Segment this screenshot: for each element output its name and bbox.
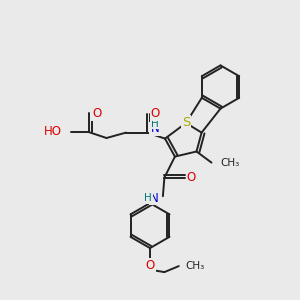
Text: N: N [150,122,159,136]
Text: H: H [151,118,159,129]
Text: HO: HO [44,125,62,139]
Text: CH₃: CH₃ [185,261,205,271]
Text: N: N [150,191,159,205]
Text: O: O [187,171,196,184]
Text: CH₃: CH₃ [220,158,240,168]
Text: S: S [182,116,190,130]
Text: H: H [144,193,152,203]
Text: O: O [92,107,101,120]
Text: O: O [146,259,154,272]
Text: O: O [151,107,160,121]
